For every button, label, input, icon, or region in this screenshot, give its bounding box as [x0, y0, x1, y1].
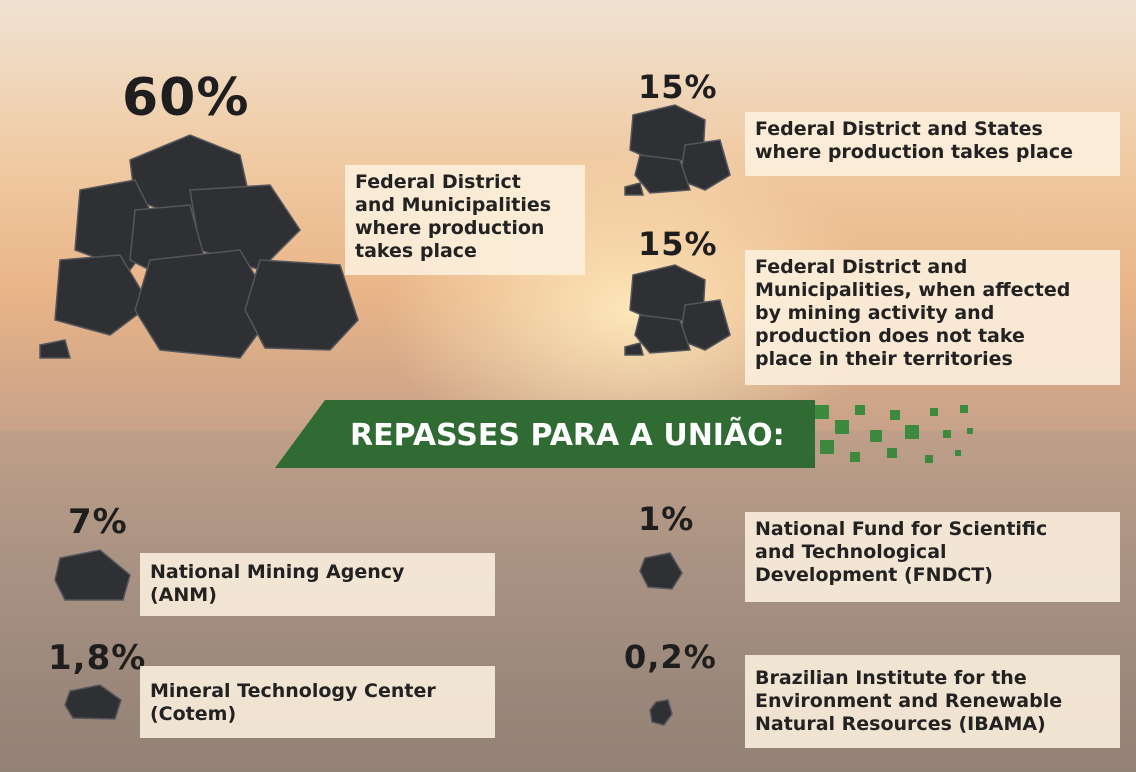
label-line: production does not take — [755, 325, 1025, 347]
label-line: Municipalities, when affected — [755, 279, 1071, 301]
label-line: takes place — [355, 240, 477, 262]
label-line: Federal District and — [755, 256, 968, 278]
percent: 15% — [638, 225, 718, 263]
label-line: Natural Resources (IBAMA) — [755, 713, 1046, 735]
label-line: place in their territories — [755, 348, 1013, 370]
coal-lump — [64, 684, 122, 720]
percent: 60% — [122, 68, 250, 128]
label-box: National Fund for Scientific and Technolo… — [745, 512, 1120, 602]
banner — [275, 400, 973, 468]
coal-pile — [39, 134, 359, 359]
label-line: (ANM) — [150, 584, 217, 606]
label-line: where production — [355, 217, 545, 239]
label-line: Federal District and States — [755, 118, 1043, 140]
label-box: National Mining Agency (ANM) — [140, 553, 495, 616]
coal-lump — [649, 699, 673, 726]
coal-lump — [54, 549, 131, 601]
percent: 15% — [638, 68, 718, 106]
label-line: (Cotem) — [150, 703, 237, 725]
pixel-pattern — [815, 405, 973, 463]
percent: 1% — [638, 500, 695, 538]
label-line: Mineral Technology Center — [150, 680, 436, 702]
label-line: Development (FNDCT) — [755, 564, 993, 586]
label-line: Brazilian Institute for the — [755, 667, 1027, 689]
label-line: by mining activity and — [755, 302, 995, 324]
label-line: Federal District — [355, 171, 521, 193]
coal-pile — [624, 264, 731, 356]
percent: 1,8% — [48, 638, 147, 678]
coal-lump — [639, 552, 683, 590]
banner-title: REPASSES PARA A UNIÃO: — [350, 418, 785, 453]
label-box: Federal District and Municipalities where … — [345, 165, 585, 275]
label-line: and Technological — [755, 541, 947, 563]
percent: 0,2% — [624, 638, 717, 676]
label-line: where production takes place — [755, 141, 1073, 163]
label-box: Brazilian Institute for the Environment a… — [745, 655, 1120, 748]
label-line: Environment and Renewable — [755, 690, 1063, 712]
label-line: National Mining Agency — [150, 561, 405, 583]
label-box: Federal District and States where product… — [745, 112, 1120, 176]
coal-pile — [624, 104, 731, 196]
label-line: and Municipalities — [355, 194, 552, 216]
label-box: Federal District and Municipalities, when… — [745, 250, 1120, 385]
label-line: National Fund for Scientific — [755, 518, 1048, 540]
label-box: Mineral Technology Center (Cotem) — [140, 666, 495, 738]
percent: 7% — [68, 502, 128, 542]
